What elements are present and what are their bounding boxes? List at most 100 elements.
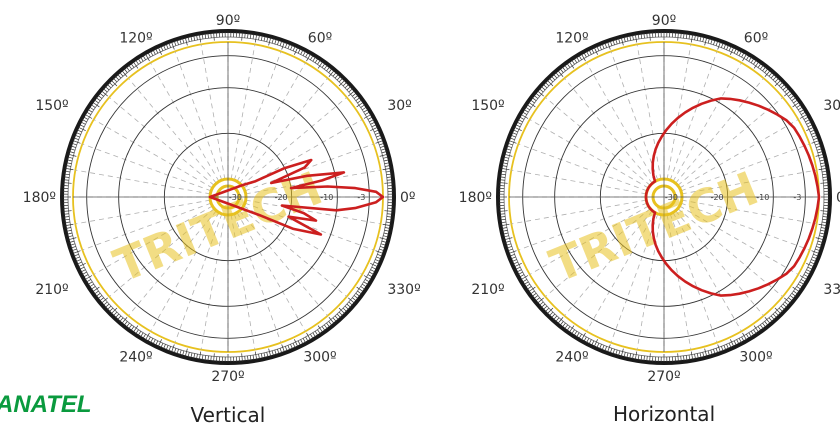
angle-gridline (680, 202, 810, 251)
degree-tick (103, 88, 108, 93)
degree-tick (384, 162, 390, 165)
degree-tick (764, 68, 769, 73)
degree-tick (258, 34, 260, 41)
degree-tick (762, 322, 766, 328)
degree-tick (793, 290, 798, 295)
degree-tick (210, 32, 212, 38)
degree-tick (640, 355, 643, 361)
degree-tick (500, 173, 506, 176)
degree-tick (379, 248, 385, 252)
degree-tick (607, 41, 611, 50)
degree-tick (75, 259, 81, 262)
degree-tick (813, 254, 819, 257)
angle-tick-label: 270º (647, 369, 680, 385)
degree-tick (784, 88, 789, 93)
degree-tick (326, 66, 330, 72)
degree-tick (588, 339, 592, 345)
degree-tick (543, 84, 548, 89)
degree-tick (591, 48, 595, 54)
angle-tick-label: 150º (471, 98, 504, 114)
degree-tick (355, 293, 360, 297)
angle-gridline (636, 214, 662, 350)
angle-gridline (109, 208, 215, 297)
degree-tick (810, 261, 815, 265)
degree-tick (199, 351, 202, 360)
degree-tick (764, 321, 769, 326)
degree-tick (764, 317, 771, 324)
degree-tick (726, 344, 729, 350)
degree-tick (244, 356, 246, 362)
degree-tick (753, 325, 759, 333)
degree-tick (302, 338, 306, 343)
radial-tick-label: -10 (320, 193, 333, 202)
degree-tick (310, 333, 314, 339)
radial-tick-label: -3 (357, 193, 365, 202)
degree-tick (588, 49, 592, 55)
degree-tick (249, 355, 252, 361)
degree-tick (135, 329, 139, 334)
degree-tick (105, 86, 110, 91)
degree-tick (312, 56, 316, 62)
degree-tick (784, 297, 791, 304)
degree-tick (187, 36, 190, 42)
angle-gridline (677, 97, 783, 186)
degree-tick (818, 223, 827, 226)
degree-tick (810, 129, 815, 133)
degree-tick (336, 76, 341, 81)
angle-gridline (666, 44, 692, 180)
degree-tick (244, 32, 246, 38)
degree-tick (632, 34, 634, 41)
degree-tick (176, 39, 179, 45)
degree-tick (784, 90, 791, 97)
degree-tick (87, 281, 93, 285)
degree-tick (334, 74, 339, 79)
degree-tick (730, 47, 735, 55)
degree-tick (145, 332, 150, 341)
degree-tick (321, 326, 326, 331)
degree-tick (596, 343, 600, 348)
degree-tick (386, 218, 392, 221)
degree-tick (115, 76, 120, 81)
angle-gridline (529, 119, 649, 189)
degree-tick (501, 223, 510, 226)
degree-tick (147, 52, 151, 58)
degree-tick (385, 170, 392, 173)
degree-tick (121, 70, 128, 77)
degree-tick (780, 84, 785, 89)
degree-tick (683, 355, 685, 361)
degree-tick (163, 344, 166, 350)
degree-tick (564, 324, 568, 329)
degree-tick (525, 106, 531, 111)
degree-tick (294, 47, 299, 55)
degree-tick (302, 51, 306, 56)
degree-tick (555, 72, 560, 77)
degree-tick (513, 129, 518, 133)
degree-tick (145, 53, 150, 62)
angle-gridline (680, 143, 810, 192)
degree-tick (623, 36, 626, 42)
degree-tick (690, 351, 693, 360)
degree-tick (545, 307, 550, 312)
degree-tick (384, 227, 391, 229)
angle-gridline (239, 210, 328, 316)
degree-tick (607, 344, 611, 353)
degree-tick (292, 343, 296, 348)
degree-tick (782, 303, 787, 308)
degree-tick (736, 339, 740, 345)
degree-tick (130, 326, 135, 331)
degree-tick (367, 116, 373, 120)
degree-tick (599, 44, 602, 50)
degree-tick (252, 354, 255, 361)
degree-tick (73, 254, 79, 257)
degree-tick (503, 159, 509, 162)
degree-tick (338, 311, 343, 316)
degree-tick (279, 40, 283, 46)
degree-tick (63, 179, 69, 181)
degree-tick (816, 246, 822, 249)
degree-tick (812, 134, 818, 138)
degree-tick (805, 271, 810, 275)
degree-tick (503, 235, 509, 238)
degree-tick (380, 243, 386, 246)
degree-tick (694, 34, 696, 41)
